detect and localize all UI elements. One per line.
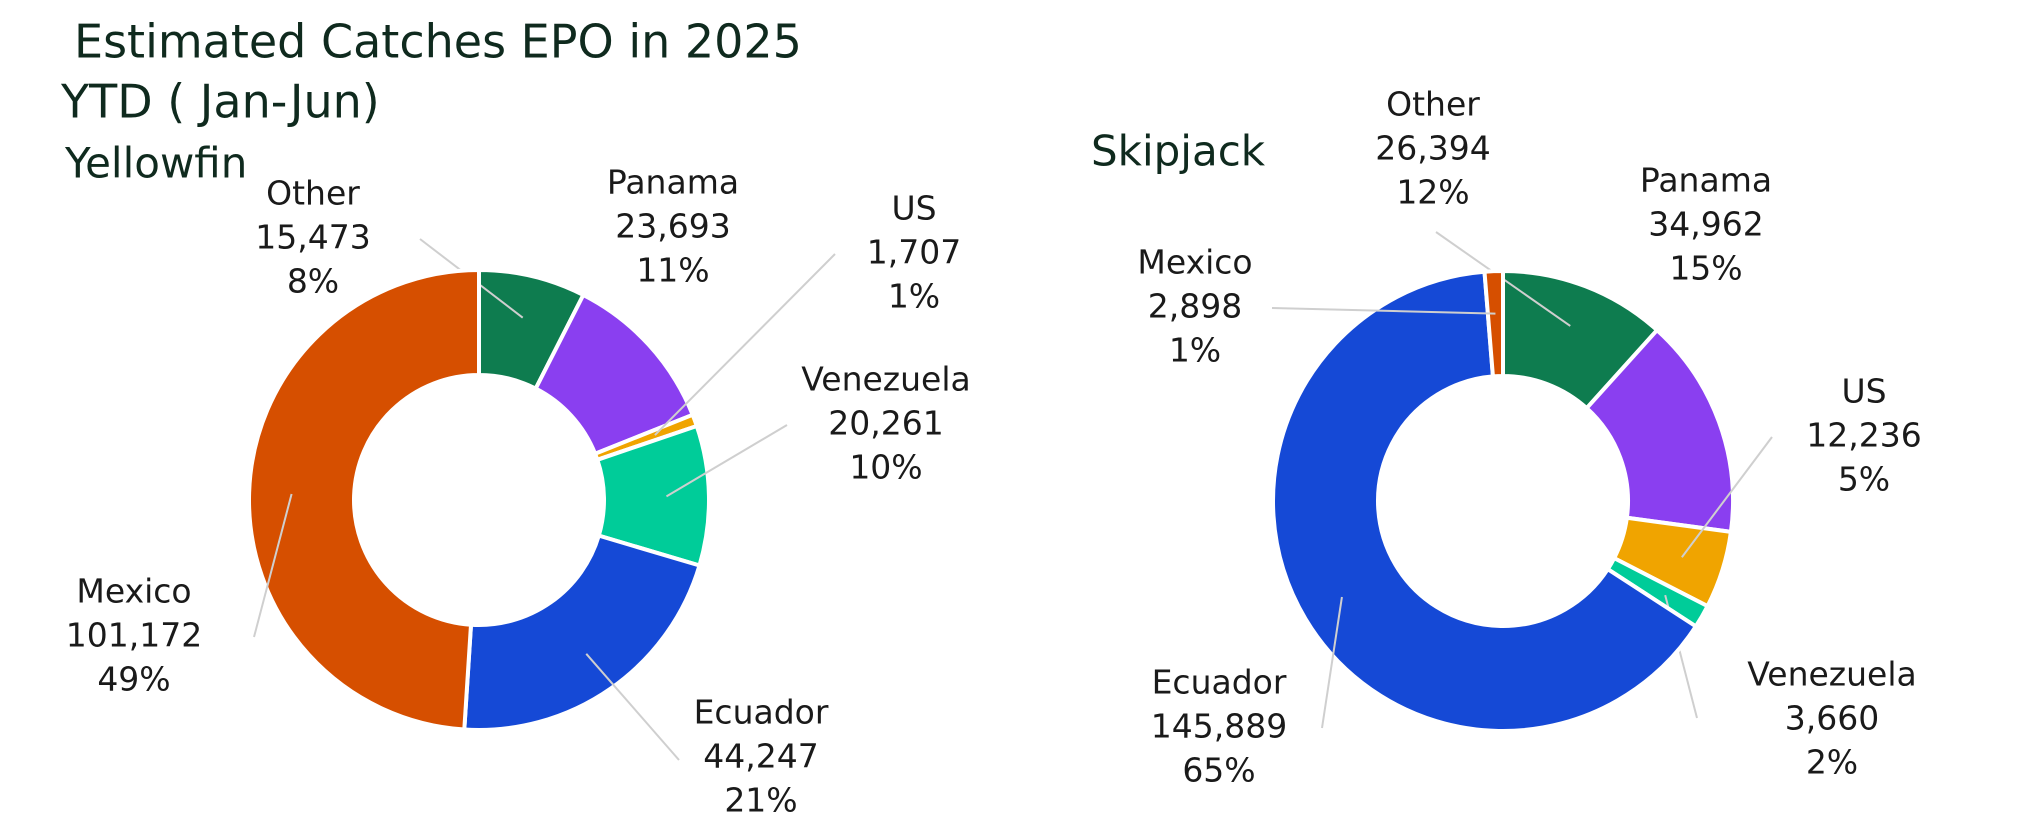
donut-slice bbox=[462, 533, 702, 732]
donut-slice bbox=[1482, 268, 1505, 379]
leader-line bbox=[1681, 436, 1773, 558]
value-label: 2,898 bbox=[1148, 287, 1242, 326]
percent-label: 1% bbox=[1169, 331, 1221, 370]
percent-label: 5% bbox=[1838, 460, 1890, 499]
value-label: 101,172 bbox=[66, 616, 202, 655]
percent-label: 8% bbox=[287, 262, 339, 301]
category-label: Other bbox=[266, 174, 360, 213]
category-label: Other bbox=[1386, 85, 1480, 124]
chart-title: Skipjack bbox=[1091, 127, 1266, 176]
category-label: Ecuador bbox=[1152, 663, 1287, 702]
category-label: Venezuela bbox=[801, 360, 970, 399]
value-label: 3,660 bbox=[1785, 699, 1879, 738]
donut-slice bbox=[247, 267, 481, 732]
percent-label: 65% bbox=[1182, 751, 1255, 790]
leader-line bbox=[1321, 596, 1343, 729]
percent-label: 2% bbox=[1806, 743, 1858, 782]
percent-label: 1% bbox=[888, 277, 940, 316]
value-label: 44,247 bbox=[703, 737, 818, 776]
leader-line bbox=[585, 653, 680, 761]
category-label: Ecuador bbox=[694, 693, 829, 732]
percent-label: 12% bbox=[1396, 173, 1469, 212]
value-label: 1,707 bbox=[867, 233, 961, 272]
page-subtitle: YTD ( Jan-Jun) bbox=[60, 75, 380, 129]
percent-label: 21% bbox=[724, 781, 797, 820]
percent-label: 10% bbox=[849, 448, 922, 487]
value-label: 15,473 bbox=[255, 218, 370, 257]
donut-slice bbox=[1271, 269, 1699, 733]
value-label: 34,962 bbox=[1648, 205, 1763, 244]
page-title: Estimated Catches EPO in 2025 bbox=[74, 15, 802, 69]
category-label: Mexico bbox=[1137, 243, 1252, 282]
category-label: Panama bbox=[1640, 161, 1772, 200]
leader-line bbox=[1271, 307, 1496, 315]
leader-line bbox=[654, 253, 836, 436]
category-label: US bbox=[1841, 372, 1886, 411]
category-label: Mexico bbox=[76, 572, 191, 611]
value-label: 26,394 bbox=[1375, 129, 1490, 168]
value-label: 145,889 bbox=[1151, 707, 1287, 746]
value-label: 12,236 bbox=[1806, 416, 1921, 455]
value-label: 20,261 bbox=[828, 404, 943, 443]
value-label: 23,693 bbox=[615, 207, 730, 246]
category-label: Panama bbox=[607, 163, 739, 202]
category-label: US bbox=[891, 189, 936, 228]
percent-label: 15% bbox=[1669, 249, 1742, 288]
leader-line bbox=[253, 493, 293, 638]
chart-title: Yellowfin bbox=[64, 139, 247, 188]
percent-label: 49% bbox=[97, 660, 170, 699]
leader-line bbox=[665, 424, 788, 498]
category-label: Venezuela bbox=[1747, 655, 1916, 694]
percent-label: 11% bbox=[636, 251, 709, 290]
